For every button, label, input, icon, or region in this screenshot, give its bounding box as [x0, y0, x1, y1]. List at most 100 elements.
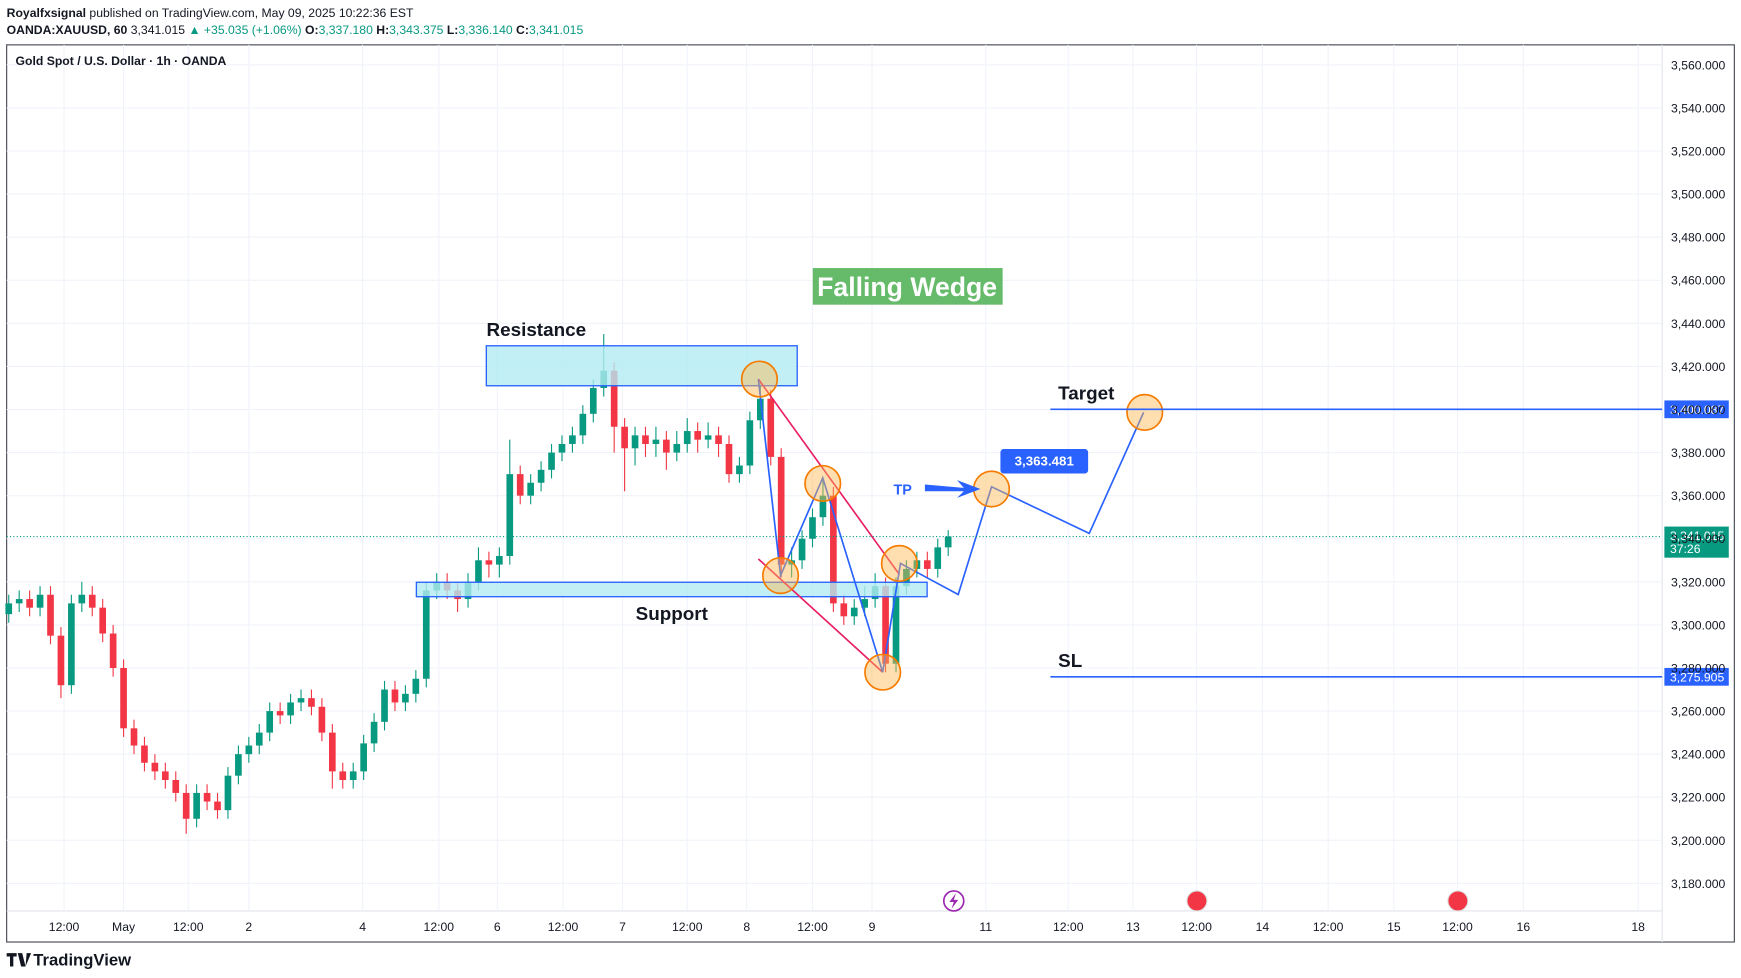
support-zone — [415, 581, 928, 598]
ohlc-label: O: — [305, 23, 319, 37]
pivot — [761, 557, 800, 595]
level-price-box — [1664, 667, 1729, 686]
candle-body — [349, 771, 357, 781]
x-tick-label: 8 — [743, 920, 750, 934]
pattern-label: Falling Wedge — [817, 272, 997, 302]
y-tick-label: 3,460.000 — [1671, 274, 1726, 288]
ohlc-value: 3,341.015 — [529, 23, 584, 37]
level-price: 3,275.905 — [1670, 670, 1725, 684]
candle-body — [224, 775, 232, 811]
last-price-label: 3,341.015 — [1670, 529, 1725, 543]
resistance-zone — [485, 345, 798, 387]
x-tick-label: 12:00 — [49, 920, 80, 934]
candle-body — [861, 599, 869, 608]
candle-body — [235, 754, 242, 776]
candle-body — [589, 387, 597, 414]
candle-body — [652, 439, 660, 444]
candle-body — [579, 413, 587, 436]
candle-body — [485, 560, 493, 565]
y-tick-label: 3,300.000 — [1671, 618, 1726, 632]
y-tick-label: 3,540.000 — [1671, 101, 1726, 115]
x-tick-label: 12:00 — [672, 920, 703, 934]
grid — [6, 44, 1663, 911]
x-tick-label: 11 — [979, 920, 992, 934]
y-tick-label: 3,340.000 — [1671, 532, 1726, 546]
x-tick-label: 6 — [494, 920, 501, 934]
candle-body — [339, 771, 347, 781]
x-tick-label: 12:00 — [1442, 920, 1473, 934]
candle-body — [245, 745, 253, 755]
event-icon — [1447, 890, 1469, 912]
candle-body — [203, 792, 211, 802]
y-tick-label: 3,360.000 — [1671, 489, 1726, 503]
pivot — [740, 360, 779, 398]
x-tick-label: 14 — [1256, 920, 1270, 934]
candle-body — [370, 721, 378, 744]
x-tick-label: 16 — [1517, 920, 1531, 934]
level-name: Target — [1058, 382, 1115, 403]
pivot-circles — [740, 360, 1164, 691]
candle-body — [558, 443, 566, 453]
candle-body — [161, 771, 169, 781]
candle-body — [151, 762, 159, 772]
ohlc-value: 3,337.180 — [319, 23, 374, 37]
candle-body — [704, 435, 712, 440]
candle-body — [830, 495, 837, 604]
candle-body — [475, 560, 482, 582]
y-tick-label: 3,180.000 — [1671, 877, 1726, 891]
candle-body — [746, 420, 754, 466]
candle-body — [255, 732, 263, 746]
y-tick-label: 3,200.000 — [1671, 834, 1726, 848]
candle-body — [15, 599, 23, 604]
x-tick-label: 12:00 — [1313, 920, 1344, 934]
candle-body — [663, 439, 670, 453]
candle-body — [422, 590, 430, 679]
candle-body — [506, 474, 514, 556]
tp-label: TP — [893, 483, 912, 499]
candle-body — [26, 599, 33, 608]
y-tick-label: 3,380.000 — [1671, 446, 1726, 460]
x-tick-label: 13 — [1126, 920, 1140, 934]
candle-body — [308, 698, 315, 707]
y-tick-label: 3,220.000 — [1671, 791, 1726, 805]
event-icon — [1186, 890, 1208, 912]
candle-body — [360, 743, 367, 772]
symbol: OANDA:XAUUSD, 60 — [7, 23, 128, 37]
y-tick-label: 3,400.000 — [1671, 403, 1726, 417]
candle-body — [903, 568, 910, 587]
candle-body — [57, 635, 65, 686]
candle-body — [402, 693, 409, 703]
candle-body — [840, 603, 848, 617]
x-tick-label: 9 — [869, 920, 876, 934]
candle-body — [214, 801, 221, 811]
x-tick-label: 12:00 — [548, 920, 579, 934]
candle-body — [36, 594, 44, 608]
candle-body — [276, 711, 284, 716]
tp-arrow — [924, 480, 981, 498]
candle-body — [381, 689, 388, 722]
x-tick-label: 4 — [359, 920, 366, 934]
y-tick-label: 3,420.000 — [1671, 360, 1726, 374]
candle-body — [99, 607, 107, 634]
tp-price: 3,363.481 — [1015, 454, 1075, 469]
candle-body — [631, 435, 639, 449]
candle-body — [548, 452, 555, 470]
candle-body — [944, 536, 952, 548]
candle-body — [516, 474, 524, 496]
y-tick-label: 3,240.000 — [1671, 748, 1726, 762]
pattern-box — [812, 268, 1003, 305]
candle-body — [767, 398, 775, 457]
candle-body — [923, 560, 931, 569]
candle-body — [642, 435, 649, 444]
candle-body — [694, 431, 702, 440]
x-tick-label: 12:00 — [1181, 920, 1212, 934]
candle-body — [88, 594, 96, 608]
x-tick-label: 12:00 — [424, 920, 455, 934]
candle-body — [725, 443, 733, 475]
x-tick-label: 15 — [1387, 920, 1401, 934]
candle-body — [569, 435, 576, 444]
ohlc-label: L: — [447, 23, 459, 37]
candle-body — [193, 792, 200, 819]
